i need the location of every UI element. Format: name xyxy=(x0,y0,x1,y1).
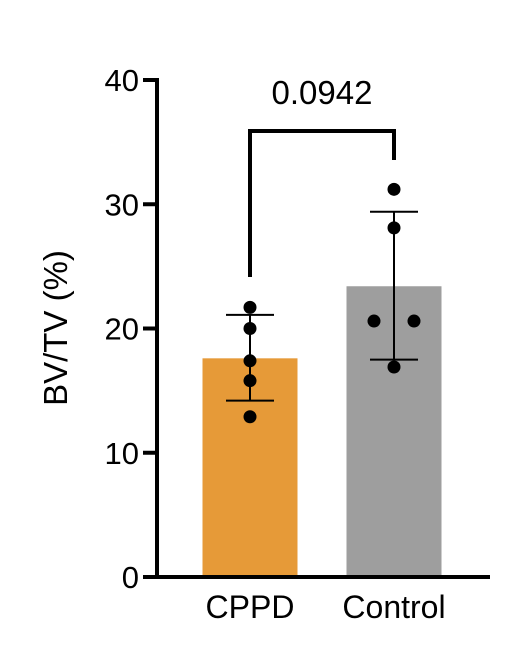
data-point xyxy=(243,354,257,368)
y-tick-label: 10 xyxy=(105,436,139,471)
plot-area: 0 10 20 30 40 CPPD Control 0.0942 xyxy=(105,63,490,625)
y-tick-label: 20 xyxy=(105,312,139,347)
y-tick-label: 0 xyxy=(122,560,139,595)
data-point xyxy=(243,300,257,314)
y-tick-label: 30 xyxy=(105,187,139,222)
data-point xyxy=(387,182,401,196)
data-point xyxy=(243,322,257,335)
significance-bracket xyxy=(248,129,396,277)
x-tick-label: CPPD xyxy=(206,589,295,625)
data-point xyxy=(367,314,381,328)
data-point xyxy=(243,410,257,424)
data-point xyxy=(387,360,401,374)
data-point xyxy=(407,314,421,328)
data-point xyxy=(387,221,401,235)
y-tick-label: 40 xyxy=(105,63,139,98)
data-point xyxy=(243,374,257,388)
y-axis-label: BV/TV (%) xyxy=(37,250,74,406)
p-value-label: 0.0942 xyxy=(272,74,373,111)
x-tick-label: Control xyxy=(342,589,445,625)
